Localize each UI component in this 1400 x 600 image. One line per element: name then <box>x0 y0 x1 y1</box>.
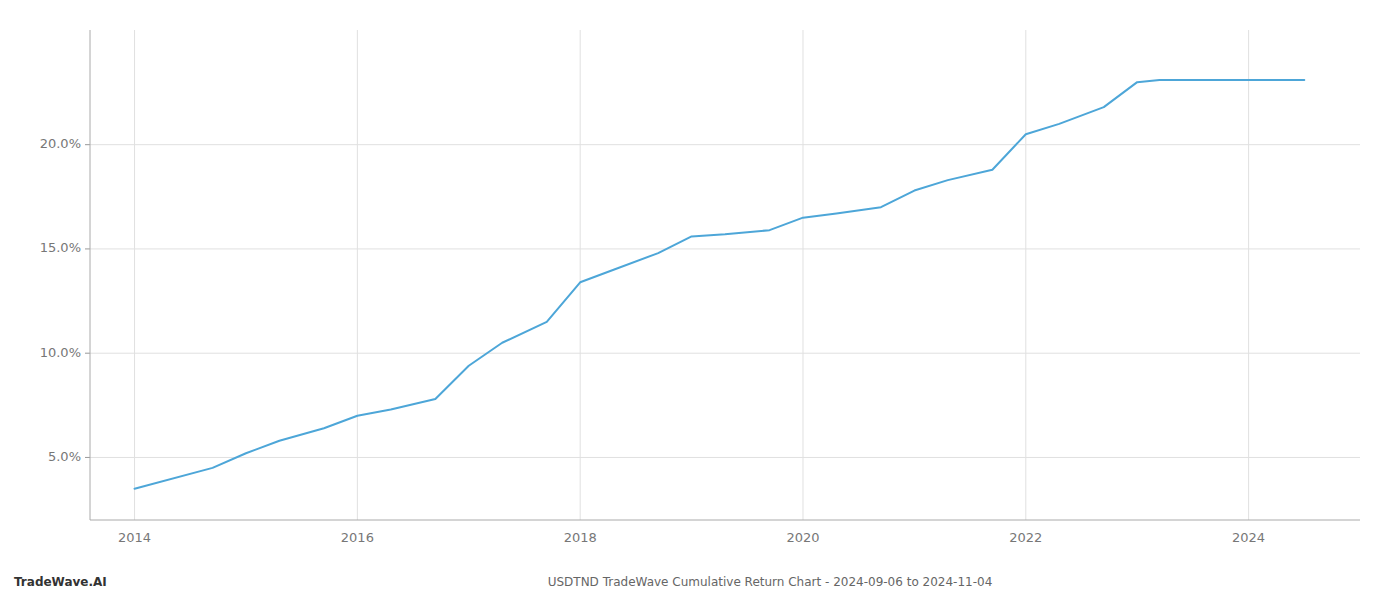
x-grid-line <box>357 30 358 520</box>
x-tick-label: 2022 <box>1009 530 1042 545</box>
title: USDTND TradeWave Cumulative Return Chart… <box>548 575 993 589</box>
y-tick <box>85 248 90 249</box>
y-tick <box>85 144 90 145</box>
x-tick-label: 2020 <box>786 530 819 545</box>
footnote: TradeWave.AI <box>14 575 107 589</box>
chart-container: 5.0% 10.0% 15.0% 20.0% 2014 2016 2018 2020 2022 2… <box>0 0 1400 600</box>
x-grid-line <box>1248 30 1249 520</box>
y-tick-label: 5.0% <box>48 449 81 464</box>
background <box>0 0 1400 600</box>
x-tick-label: 2016 <box>341 530 374 545</box>
grid <box>90 30 1360 520</box>
y-tick <box>85 353 90 354</box>
y-axis-line <box>90 30 91 520</box>
y-tick-label: 20.0% <box>40 136 81 151</box>
chart-svg: 5.0% 10.0% 15.0% 20.0% 2014 2016 2018 2020 2022 2… <box>0 0 1400 600</box>
y-tick-label: 10.0% <box>40 345 81 360</box>
y-grid-line <box>90 353 1360 354</box>
y-tick-label: 15.0% <box>40 240 81 255</box>
x-tick-label: 2014 <box>118 530 151 545</box>
y-tick <box>85 457 90 458</box>
x-grid-line <box>134 30 135 520</box>
y-grid-line <box>90 457 1360 458</box>
y-grid-line <box>90 144 1360 145</box>
x-grid-line <box>580 30 581 520</box>
data-line <box>135 80 1305 489</box>
x-grid-line <box>802 30 803 520</box>
axes: 5.0% 10.0% 15.0% 20.0% 2014 2016 2018 2020 2022 2… <box>40 30 1360 545</box>
x-axis-line <box>90 520 1360 521</box>
y-grid-line <box>90 248 1360 249</box>
x-tick-label: 2024 <box>1232 530 1265 545</box>
x-tick-label: 2018 <box>564 530 597 545</box>
plot-area <box>135 80 1305 489</box>
x-grid-line <box>1025 30 1026 520</box>
